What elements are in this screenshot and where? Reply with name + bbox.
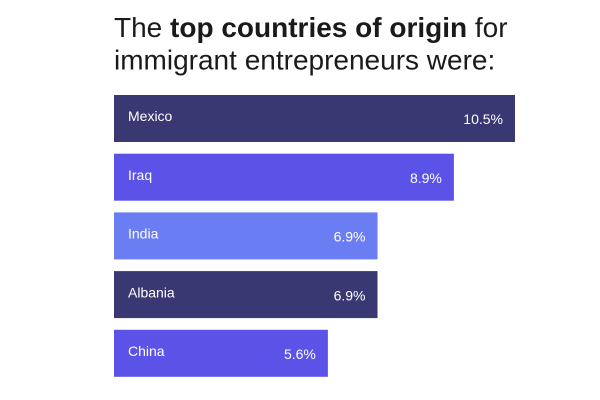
bar <box>114 271 378 319</box>
bar <box>114 212 378 260</box>
category-label: China <box>128 343 165 359</box>
bar <box>114 153 454 201</box>
category-label: Iraq <box>128 167 152 183</box>
title-part: for <box>467 12 507 43</box>
chart-title: The top countries of origin for <box>114 12 508 43</box>
title-part: top countries of origin <box>170 12 467 43</box>
bar <box>114 329 328 377</box>
chart-subtitle: immigrant entrepreneurs were: <box>114 44 495 75</box>
title-part: The <box>114 12 170 43</box>
value-label: 8.9% <box>410 170 442 186</box>
category-label: Albania <box>128 284 175 300</box>
bar <box>114 95 515 142</box>
value-label: 6.9% <box>334 287 366 303</box>
value-label: 10.5% <box>463 111 503 127</box>
value-label: 6.9% <box>334 229 366 245</box>
value-label: 5.6% <box>284 346 316 362</box>
category-label: India <box>128 226 159 242</box>
category-label: Mexico <box>128 108 173 124</box>
